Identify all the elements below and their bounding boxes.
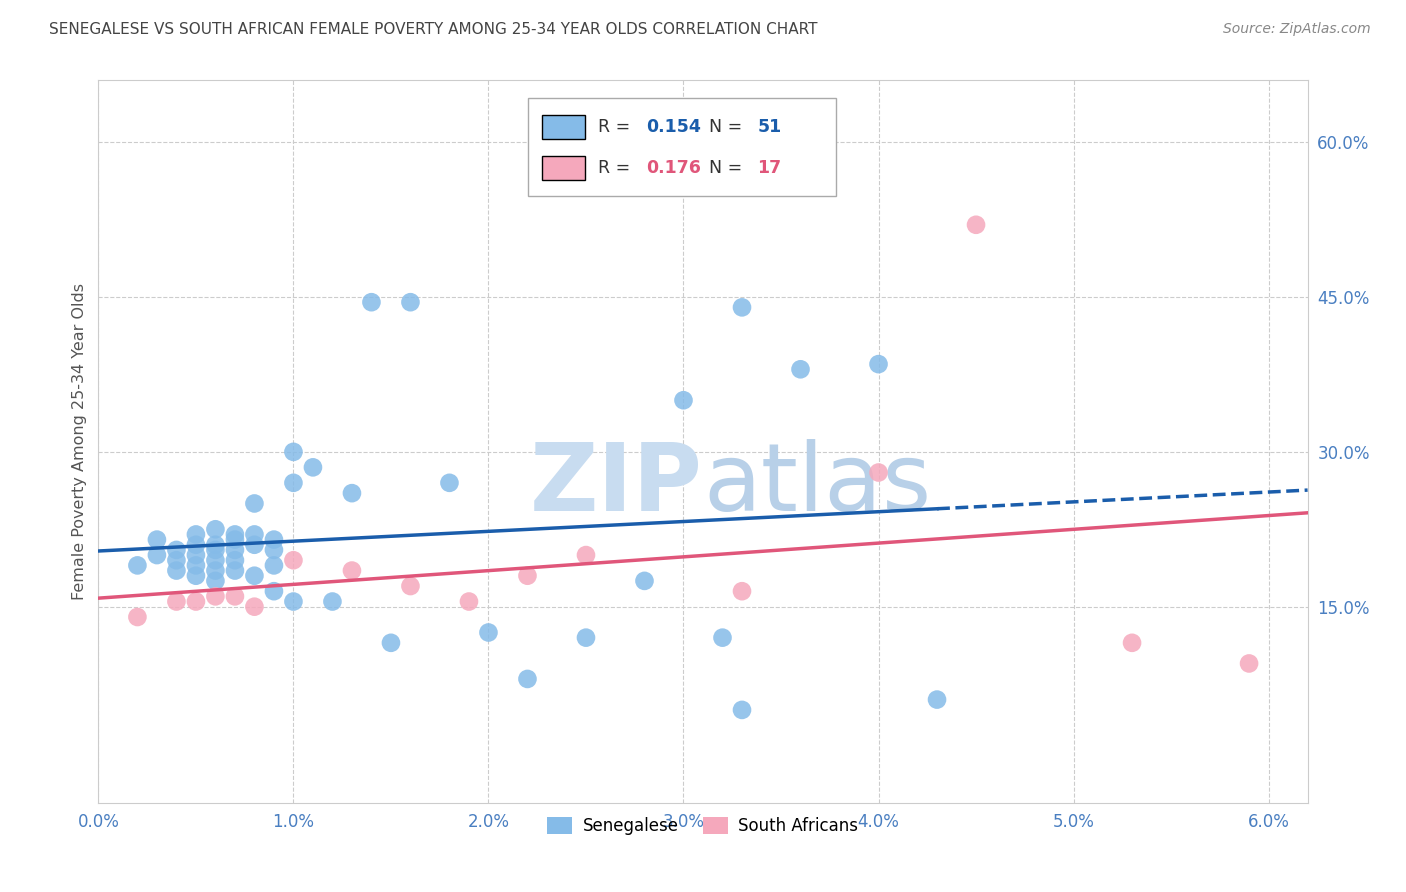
Point (283, 553, 305, 567)
Point (633, 574, 655, 588)
Text: N =: N = (709, 118, 748, 136)
Point (204, 542, 226, 557)
Point (243, 527, 266, 541)
Point (731, 584, 754, 599)
Point (575, 548, 598, 562)
Y-axis label: Female Poverty Among 25-34 Year Olds: Female Poverty Among 25-34 Year Olds (72, 283, 87, 600)
Point (184, 568, 207, 582)
Point (399, 295, 422, 310)
Point (204, 590, 226, 604)
Text: N =: N = (709, 159, 748, 177)
Point (868, 466, 890, 480)
Text: atlas: atlas (703, 439, 931, 531)
Point (184, 538, 207, 552)
Point (458, 594, 481, 608)
Point (204, 538, 226, 552)
Point (165, 564, 187, 578)
Point (575, 631, 598, 645)
Point (925, 692, 948, 706)
Point (243, 568, 266, 582)
Point (224, 553, 246, 567)
Point (302, 460, 325, 475)
Point (224, 527, 246, 541)
Point (243, 496, 266, 510)
Point (711, 631, 734, 645)
Text: 17: 17 (758, 159, 782, 177)
Point (184, 527, 207, 541)
Point (243, 599, 266, 614)
FancyBboxPatch shape (543, 115, 585, 139)
Point (204, 574, 226, 588)
Point (165, 594, 187, 608)
Point (516, 568, 538, 582)
Text: ZIP: ZIP (530, 439, 703, 531)
Point (204, 522, 226, 536)
Text: SENEGALESE VS SOUTH AFRICAN FEMALE POVERTY AMONG 25-34 YEAR OLDS CORRELATION CHA: SENEGALESE VS SOUTH AFRICAN FEMALE POVER… (49, 22, 818, 37)
Point (340, 486, 363, 500)
Point (204, 553, 226, 567)
FancyBboxPatch shape (543, 156, 585, 180)
Point (283, 594, 305, 608)
Point (224, 542, 246, 557)
Point (127, 610, 149, 624)
Text: 0.176: 0.176 (647, 159, 702, 177)
Point (380, 636, 402, 650)
Point (165, 542, 187, 557)
Text: 0.154: 0.154 (647, 118, 702, 136)
Point (243, 538, 266, 552)
Point (184, 594, 207, 608)
Point (224, 533, 246, 547)
Point (360, 295, 382, 310)
Point (868, 357, 890, 371)
Point (263, 584, 285, 599)
Point (224, 564, 246, 578)
Point (1237, 657, 1260, 671)
Point (399, 579, 422, 593)
Point (321, 594, 343, 608)
Point (340, 564, 363, 578)
Point (224, 590, 246, 604)
Text: 51: 51 (758, 118, 782, 136)
Point (263, 533, 285, 547)
Point (263, 558, 285, 573)
FancyBboxPatch shape (527, 98, 837, 196)
Point (1121, 636, 1143, 650)
Point (184, 548, 207, 562)
Point (731, 301, 754, 315)
Point (672, 393, 695, 408)
Point (731, 703, 754, 717)
Point (263, 542, 285, 557)
Point (204, 564, 226, 578)
Point (165, 553, 187, 567)
Point (439, 475, 461, 490)
Point (127, 558, 149, 573)
Text: R =: R = (598, 118, 636, 136)
Point (146, 548, 169, 562)
Point (283, 445, 305, 459)
Point (477, 625, 499, 640)
Point (283, 475, 305, 490)
Text: R =: R = (598, 159, 636, 177)
Point (965, 218, 987, 232)
Point (789, 362, 811, 376)
Legend: Senegalese, South Africans: Senegalese, South Africans (541, 810, 865, 841)
Text: Source: ZipAtlas.com: Source: ZipAtlas.com (1223, 22, 1371, 37)
Point (516, 672, 538, 686)
Point (146, 533, 169, 547)
Point (184, 558, 207, 573)
